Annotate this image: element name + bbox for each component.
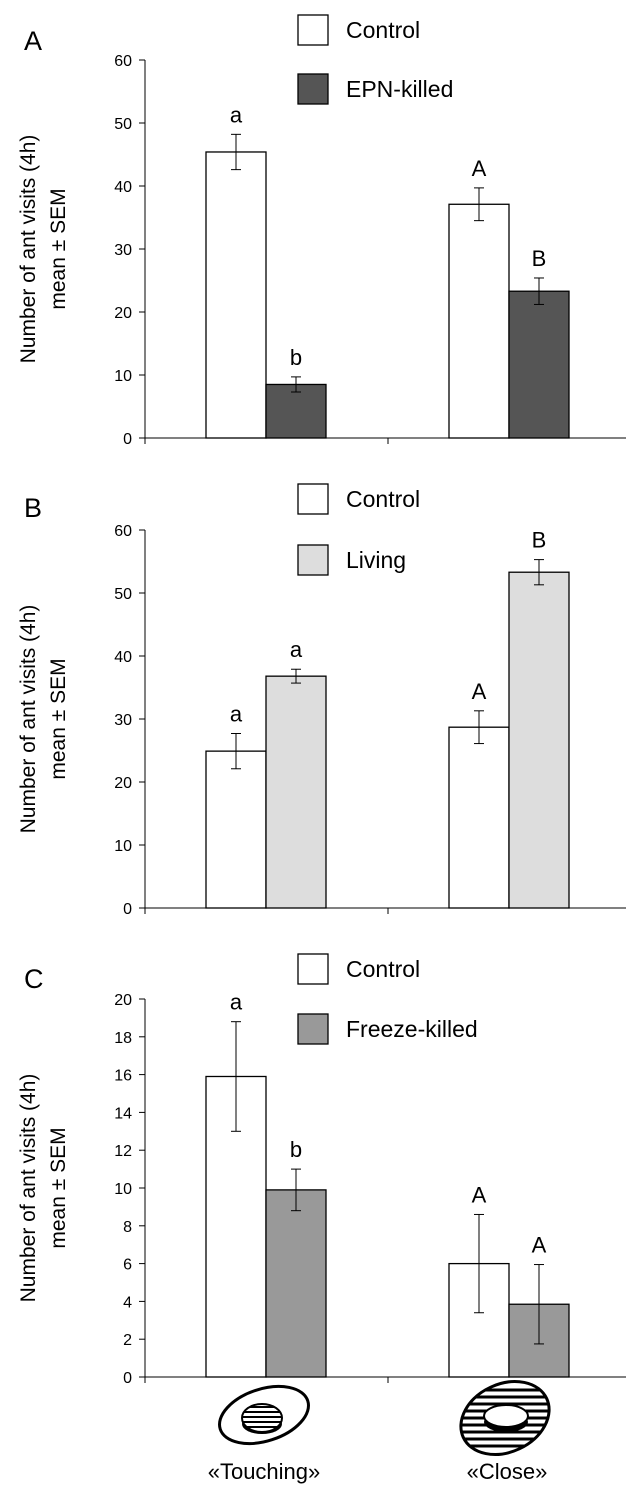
legend-label: Freeze-killed <box>346 1016 478 1042</box>
legend-label: Control <box>346 956 420 982</box>
y-tick-label: 50 <box>114 586 132 603</box>
panel-a: A Control EPN-killed Number of ant visits (… <box>17 14 626 448</box>
y-tick-label: 4 <box>123 1294 132 1311</box>
significance-letter: a <box>230 701 243 726</box>
y-tick-label: 20 <box>114 775 132 792</box>
y-axis-label-line2: mean ± SEM <box>47 188 70 309</box>
significance-letter: A <box>472 679 487 704</box>
bar <box>448 203 510 439</box>
significance-letter: b <box>290 1137 302 1162</box>
y-axis-label: Number of ant visits (4h) <box>17 1074 40 1303</box>
bar <box>508 571 570 909</box>
significance-letter: B <box>532 246 547 271</box>
bar <box>205 750 267 909</box>
y-tick-label: 6 <box>123 1257 132 1274</box>
y-tick-label: 30 <box>114 712 132 729</box>
y-tick-label: 16 <box>114 1068 132 1085</box>
significance-letter: a <box>230 102 243 127</box>
legend-label: EPN-killed <box>346 76 453 102</box>
y-axis-label: Number of ant visits (4h) <box>17 135 40 364</box>
y-tick-label: 10 <box>114 1181 132 1198</box>
y-tick-label: 10 <box>114 368 132 385</box>
legend-label: Control <box>346 17 420 43</box>
bar <box>265 1189 327 1378</box>
y-tick-label: 2 <box>123 1332 132 1349</box>
y-tick-label: 20 <box>114 992 132 1009</box>
legend-label: Living <box>346 547 406 573</box>
y-tick-label: 20 <box>114 305 132 322</box>
close-icon <box>450 1380 560 1456</box>
touching-icon <box>218 1384 310 1446</box>
y-tick-label: 18 <box>114 1030 132 1047</box>
x-label-touching: «Touching» <box>208 1459 321 1484</box>
legend-swatch <box>297 483 329 515</box>
y-axis-label: Number of ant visits (4h) <box>17 605 40 834</box>
bar <box>205 151 267 439</box>
y-tick-label: 8 <box>123 1219 132 1236</box>
panel-letter: A <box>24 26 42 56</box>
y-tick-label: 30 <box>114 242 132 259</box>
legend-swatch <box>297 14 329 46</box>
legend-label: Control <box>346 486 420 512</box>
significance-letter: b <box>290 345 302 370</box>
legend-swatch <box>297 73 329 105</box>
legend-swatch <box>297 1013 329 1045</box>
y-tick-label: 10 <box>114 838 132 855</box>
y-tick-label: 40 <box>114 649 132 666</box>
bar <box>508 290 570 439</box>
y-tick-label: 0 <box>123 431 132 448</box>
significance-letter: a <box>290 637 303 662</box>
x-label-close: «Close» <box>467 1459 548 1484</box>
y-tick-label: 0 <box>123 901 132 918</box>
legend-swatch <box>297 544 329 576</box>
bar <box>448 726 510 909</box>
bar <box>265 675 327 909</box>
significance-letter: B <box>532 528 547 553</box>
y-tick-label: 40 <box>114 179 132 196</box>
y-axis-label-line2: mean ± SEM <box>47 658 70 779</box>
panel-b: B Control Living Number of ant visits (4h) m… <box>17 483 626 918</box>
significance-letter: A <box>532 1233 547 1258</box>
legend-swatch <box>297 953 329 985</box>
y-tick-label: 50 <box>114 116 132 133</box>
significance-letter: A <box>472 1182 487 1207</box>
y-tick-label: 14 <box>114 1105 132 1122</box>
y-tick-label: 60 <box>114 523 132 540</box>
panel-letter: C <box>24 964 44 994</box>
y-tick-label: 0 <box>123 1370 132 1387</box>
panel-c: C Control Freeze-killed Number of ant visit… <box>17 953 626 1387</box>
significance-letter: A <box>472 156 487 181</box>
significance-letter: a <box>230 990 243 1015</box>
panel-letter: B <box>24 493 42 523</box>
bar <box>265 383 327 439</box>
y-tick-label: 12 <box>114 1143 132 1160</box>
y-axis-label-line2: mean ± SEM <box>47 1127 70 1248</box>
y-tick-label: 60 <box>114 53 132 70</box>
